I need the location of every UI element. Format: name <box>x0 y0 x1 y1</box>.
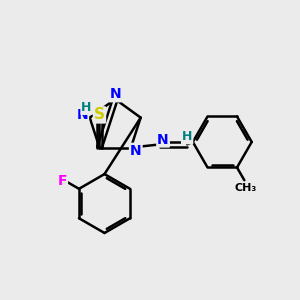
Text: N: N <box>157 133 169 146</box>
Text: H: H <box>182 130 192 143</box>
Text: N: N <box>76 108 88 122</box>
Text: CH₃: CH₃ <box>235 183 257 194</box>
Text: S: S <box>94 107 105 122</box>
Text: N: N <box>110 87 121 101</box>
Text: H: H <box>81 101 92 114</box>
Text: F: F <box>58 175 67 188</box>
Text: N: N <box>130 144 142 158</box>
